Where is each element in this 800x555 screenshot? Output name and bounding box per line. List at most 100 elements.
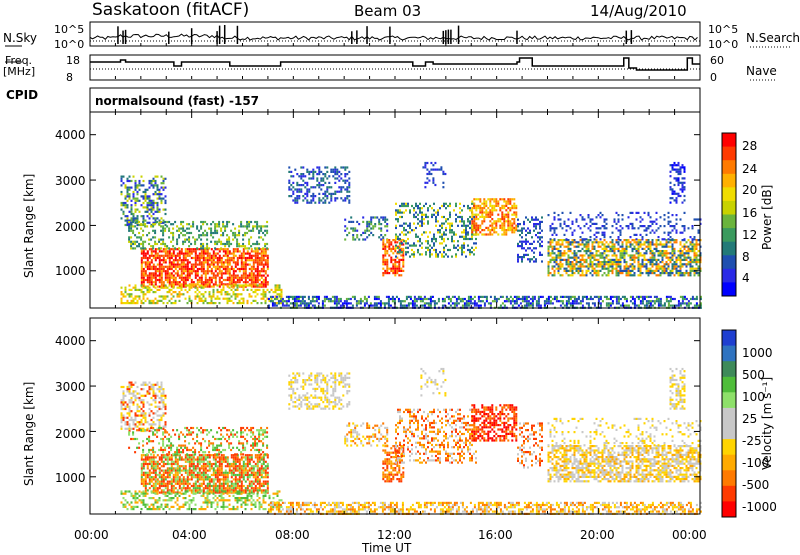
rti-cell <box>678 182 680 184</box>
rti-cell <box>517 219 519 221</box>
rti-cell <box>481 216 483 218</box>
rti-cell <box>191 300 193 302</box>
rti-cell <box>670 188 672 190</box>
rti-cell <box>443 231 445 233</box>
rti-cell <box>147 279 149 281</box>
rti-cell <box>188 228 190 230</box>
power-scatter <box>121 162 702 309</box>
rti-cell <box>560 257 562 259</box>
rti-cell <box>694 274 696 276</box>
rti-cell <box>251 266 253 268</box>
rti-cell <box>473 207 475 209</box>
rti-cell <box>646 270 648 272</box>
rti-cell <box>539 245 541 247</box>
rti-cell <box>213 289 215 291</box>
rti-cell <box>395 245 397 247</box>
rti-cell <box>342 302 344 304</box>
rti-cell <box>378 236 380 238</box>
rti-cell <box>281 291 283 293</box>
rti-cell <box>386 239 388 241</box>
rti-cell <box>501 229 503 231</box>
rti-cell <box>568 241 570 243</box>
rti-cell <box>237 289 239 291</box>
rti-cell <box>310 177 312 179</box>
rti-cell <box>586 296 588 298</box>
rti-cell <box>430 173 432 175</box>
rti-cell <box>610 302 612 304</box>
rti-cell <box>548 270 550 272</box>
rti-cell <box>188 241 190 243</box>
rti-cell <box>586 252 588 254</box>
rti-cell <box>504 305 506 307</box>
rti-cell <box>568 248 570 250</box>
rti-cell <box>336 169 338 171</box>
rti-cell <box>594 302 596 304</box>
rti-cell <box>164 221 166 223</box>
rti-cell <box>263 270 265 272</box>
rti-cell <box>479 205 481 207</box>
rti-cell <box>556 296 558 298</box>
rti-cell <box>199 300 201 302</box>
rti-cell <box>232 223 234 225</box>
rti-cell <box>626 265 628 267</box>
rti-cell <box>177 270 179 272</box>
rti-cell <box>207 257 209 259</box>
rti-cell <box>130 241 132 243</box>
rti-cell <box>684 248 686 250</box>
rti-cell <box>690 257 692 259</box>
rti-cell <box>258 230 260 232</box>
rti-cell <box>497 200 499 202</box>
rti-cell <box>503 216 505 218</box>
rti-cell <box>153 184 155 186</box>
rti-cell <box>398 298 400 300</box>
rti-cell <box>177 275 179 277</box>
rti-cell <box>143 250 145 252</box>
rti-cell <box>209 295 211 297</box>
rti-cell <box>128 241 130 243</box>
rti-cell <box>215 253 217 255</box>
rti-cell <box>624 239 626 241</box>
rti-cell <box>139 180 141 182</box>
rti-cell <box>160 243 162 245</box>
rti-cell <box>326 296 328 298</box>
rti-cell <box>217 259 219 261</box>
rti-cell <box>273 291 275 293</box>
rti-cell <box>155 257 157 259</box>
rti-cell <box>348 302 350 304</box>
rti-cell <box>570 263 572 265</box>
rti-cell <box>646 296 648 298</box>
rti-cell <box>243 255 245 257</box>
rti-cell <box>201 257 203 259</box>
rti-cell <box>205 253 207 255</box>
rti-cell <box>492 300 494 302</box>
rti-cell <box>592 254 594 256</box>
rti-cell <box>199 261 201 263</box>
rti-cell <box>195 250 197 252</box>
rti-cell <box>233 270 235 272</box>
rti-cell <box>390 241 392 243</box>
rti-cell <box>401 216 403 218</box>
rti-cell <box>290 171 292 173</box>
rti-cell <box>167 281 169 283</box>
rti-cell <box>576 246 578 248</box>
rti-cell <box>223 248 225 250</box>
rti-cell <box>231 253 233 255</box>
rti-cell <box>225 259 227 261</box>
rti-cell <box>183 257 185 259</box>
rti-cell <box>525 230 527 232</box>
rti-cell <box>431 216 433 218</box>
rti-cell <box>330 169 332 171</box>
rti-cell <box>596 270 598 272</box>
rti-cell <box>441 242 443 244</box>
rti-cell <box>463 225 465 227</box>
rti-cell <box>463 229 465 231</box>
rti-cell <box>175 279 177 281</box>
rti-cell <box>205 298 207 300</box>
rti-cell <box>215 298 217 300</box>
rti-cell <box>471 207 473 209</box>
rti-cell <box>664 254 666 256</box>
rti-cell <box>517 223 519 225</box>
rti-cell <box>213 283 215 285</box>
rti-cell <box>552 274 554 276</box>
rti-cell <box>576 270 578 272</box>
